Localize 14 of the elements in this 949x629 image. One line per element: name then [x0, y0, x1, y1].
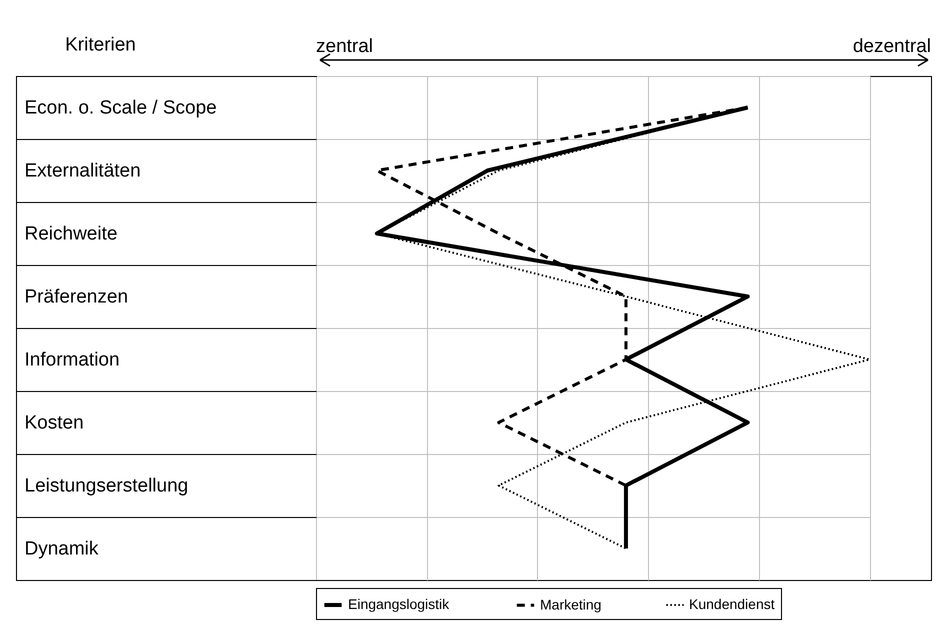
legend-label: Marketing: [540, 596, 602, 612]
y-tick-label: Externalitäten: [24, 160, 141, 182]
y-tick-label: Information: [24, 350, 120, 370]
y-tick-label: Econ. o. Scale / Scope: [24, 98, 217, 118]
text: zentral: [316, 36, 374, 57]
y-axis-title: Kriterien: [65, 34, 136, 56]
y-tick-label: Dynamik: [24, 538, 99, 560]
legend-label: Kundendienst: [689, 596, 775, 612]
text: dezentral: [852, 36, 931, 57]
y-tick-label: Leistungserstellung: [24, 476, 188, 496]
legend-label: Eingangslogistik: [348, 596, 450, 612]
y-tick-label: Präferenzen: [24, 286, 128, 308]
y-tick-label: Reichweite: [24, 224, 118, 244]
y-tick-label: Kosten: [24, 412, 84, 434]
